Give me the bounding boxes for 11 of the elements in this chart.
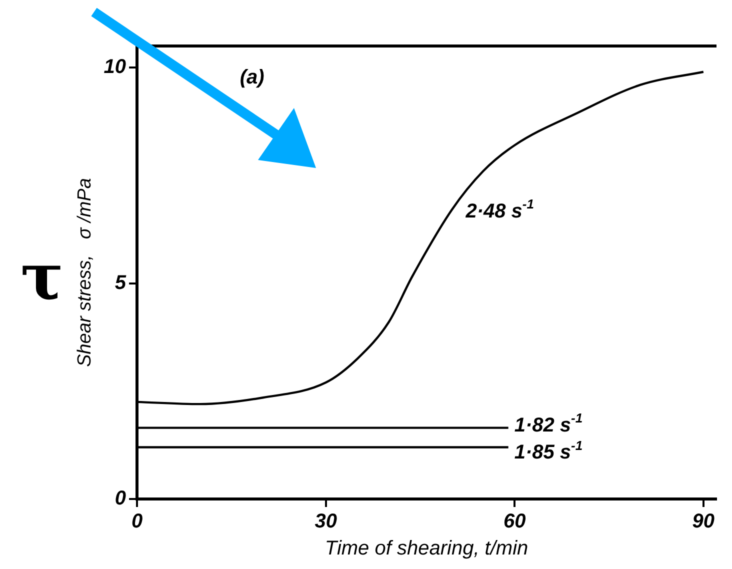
x-tick-label: 60 bbox=[504, 510, 526, 533]
annotation: (a) bbox=[240, 66, 265, 89]
y-tick-label: 5 bbox=[114, 272, 127, 294]
text: τ bbox=[20, 240, 64, 316]
y-tick-label: 10 bbox=[104, 56, 126, 78]
x-tick-label: 90 bbox=[692, 510, 715, 533]
x-axis-title: Time of shearing, t/min bbox=[324, 538, 528, 560]
y-axis-title: Shear stress, σ /mPa bbox=[74, 178, 96, 367]
y-tick-label: 0 bbox=[114, 488, 126, 510]
x-tick-label: 0 bbox=[131, 510, 143, 533]
x-tick-label: 30 bbox=[314, 510, 337, 533]
